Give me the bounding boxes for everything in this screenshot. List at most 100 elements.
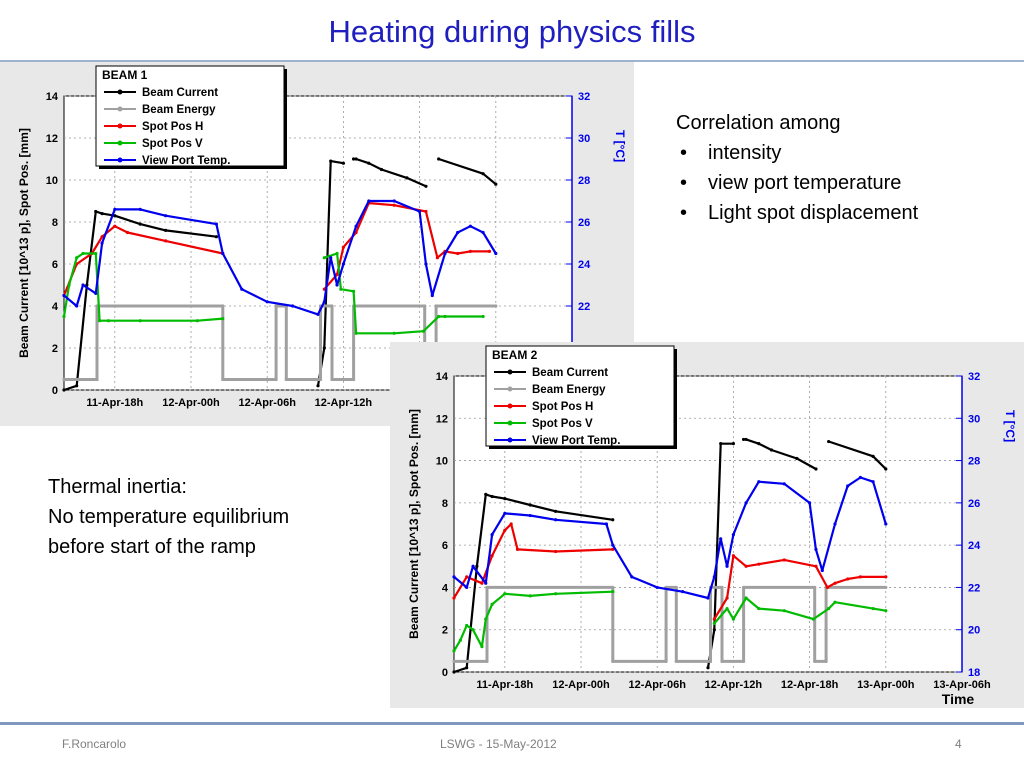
beam2-point-spot-pos-v — [484, 617, 488, 621]
beam2-legend-label: Beam Current — [532, 367, 608, 379]
beam1-y2-tick-label: 22 — [578, 301, 590, 313]
beam2-point-view-port-temp — [655, 585, 659, 590]
beam2-point-spot-pos-h — [554, 549, 558, 554]
beam2-point-beam-current — [611, 518, 615, 522]
beam1-point-view-port-temp — [456, 230, 460, 235]
beam1-point-beam-current — [164, 228, 168, 232]
beam2-point-beam-energy — [611, 659, 615, 664]
beam2-point-view-port-temp — [503, 511, 507, 516]
beam1-legend-title: BEAM 1 — [102, 68, 148, 82]
beam1-point-beam-current — [75, 384, 79, 388]
beam1-y-tick-label: 12 — [46, 133, 58, 145]
beam2-point-spot-pos-h — [611, 547, 615, 551]
beam2-point-view-port-temp — [681, 590, 685, 594]
beam1-point-spot-pos-v — [443, 314, 447, 319]
beam1-point-beam-current — [405, 176, 409, 180]
beam1-point-beam-energy — [95, 377, 99, 382]
beam1-point-spot-pos-v — [339, 287, 343, 291]
beam2-point-beam-energy — [674, 585, 678, 590]
beam1-point-spot-pos-v — [94, 251, 98, 256]
beam2-legend-title: BEAM 2 — [492, 348, 538, 362]
beam1-point-view-port-temp — [424, 262, 428, 266]
beam1-y-tick-label: 14 — [46, 91, 59, 103]
beam1-legend-marker — [117, 157, 123, 163]
beam2-x-axis-title: Time — [942, 691, 975, 707]
beam2-y2-axis-title: T [°C] — [1003, 410, 1017, 442]
beam2-point-spot-pos-h — [884, 575, 888, 579]
beam1-point-view-port-temp — [240, 287, 244, 291]
beam2-x-tick-label: 13-Apr-06h — [933, 679, 991, 691]
beam2-point-spot-pos-h — [452, 596, 456, 600]
beam1-y-tick-label: 6 — [52, 259, 58, 271]
beam1-point-beam-current — [322, 346, 326, 350]
beam2-point-spot-pos-h — [833, 581, 837, 585]
beam1-y-tick-label: 10 — [46, 175, 58, 187]
beam1-legend-marker — [117, 89, 123, 95]
beam2-point-beam-current — [741, 437, 746, 442]
beam2-point-spot-pos-v — [712, 621, 716, 625]
beam2-point-view-port-temp — [731, 532, 735, 537]
beam1-point-beam-current — [354, 157, 358, 161]
beam2-point-view-port-temp — [814, 547, 818, 551]
beam2-y2-tick-label: 22 — [968, 582, 980, 594]
beam2-point-beam-current — [731, 442, 735, 446]
beam2-y2-tick-label: 28 — [968, 456, 980, 468]
beam2-point-view-port-temp — [452, 575, 456, 579]
beam1-point-beam-current — [94, 209, 98, 214]
beam1-point-view-port-temp — [94, 291, 98, 295]
beam1-legend-label: Beam Current — [142, 87, 218, 99]
beam2-point-beam-energy — [452, 659, 456, 664]
beam1-point-spot-pos-h — [392, 203, 396, 207]
beam1-point-spot-pos-v — [322, 256, 326, 260]
beam2-chart: 11-Apr-18h 12-Apr-00h 12-Apr-06h 12-Apr-12h… — [390, 342, 1024, 708]
beam1-point-spot-pos-v — [354, 331, 358, 335]
beam2-point-spot-pos-h — [744, 564, 748, 568]
beam2-x-tick-label: 12-Apr-06h — [628, 679, 686, 691]
beam2-point-beam-energy — [813, 585, 817, 590]
beam2-y-tick-label: 4 — [442, 582, 449, 594]
beam1-point-beam-energy — [318, 377, 323, 382]
beam1-point-spot-pos-h — [125, 230, 130, 235]
beam2-point-view-port-temp — [719, 537, 723, 541]
beam2-point-beam-energy — [720, 585, 724, 590]
beam2-y-axis-title: Beam Current [10^13 p], Spot Pos. [mm] — [407, 409, 421, 639]
beam2-point-spot-pos-v — [490, 602, 494, 606]
beam1-point-spot-pos-h — [100, 235, 104, 239]
beam1-point-view-port-temp — [81, 283, 85, 287]
beam2-point-beam-energy — [741, 585, 746, 590]
beam1-y2-tick-label: 32 — [578, 91, 590, 103]
beam1-point-beam-energy — [330, 377, 334, 382]
beam1-point-beam-current — [113, 214, 117, 218]
beam2-point-view-port-temp — [630, 575, 634, 579]
beam2-point-beam-current — [712, 628, 716, 632]
beam2-point-beam-current — [554, 509, 558, 513]
beam2-point-view-port-temp — [712, 575, 716, 579]
beam1-point-spot-pos-v — [392, 331, 396, 335]
beam1-point-spot-pos-v — [437, 314, 441, 319]
beam1-point-beam-current — [62, 388, 66, 392]
beam1-point-beam-current — [138, 222, 142, 226]
beam2-point-spot-pos-v — [503, 592, 507, 596]
beam2-point-spot-pos-h — [825, 585, 829, 590]
beam1-point-view-port-temp — [418, 209, 422, 214]
beam2-point-beam-current — [719, 442, 723, 446]
beam2-point-beam-energy — [824, 659, 828, 664]
beam2-y2-tick-label: 24 — [968, 540, 981, 552]
beam1-point-spot-pos-v — [481, 314, 485, 319]
beam2-point-beam-current — [452, 670, 456, 674]
slide-title: Heating during physics fills — [328, 14, 696, 49]
beam2-point-spot-pos-v — [554, 592, 558, 596]
beam1-point-view-port-temp — [75, 304, 79, 308]
beam2-point-spot-pos-h — [731, 554, 735, 558]
beam1-y-tick-label: 0 — [52, 385, 58, 397]
beam1-point-view-port-temp — [367, 199, 371, 203]
beam2-point-view-port-temp — [808, 501, 812, 505]
beam2-point-spot-pos-h — [725, 596, 729, 600]
beam2-point-view-port-temp — [554, 518, 558, 522]
beam2-point-spot-pos-h — [782, 558, 786, 562]
beam2-point-spot-pos-v — [833, 600, 837, 604]
bullet-intensity: intensity — [676, 138, 918, 168]
beam1-point-view-port-temp — [113, 207, 117, 211]
beam1-point-view-port-temp — [100, 241, 104, 245]
beam1-point-beam-current — [341, 161, 345, 165]
